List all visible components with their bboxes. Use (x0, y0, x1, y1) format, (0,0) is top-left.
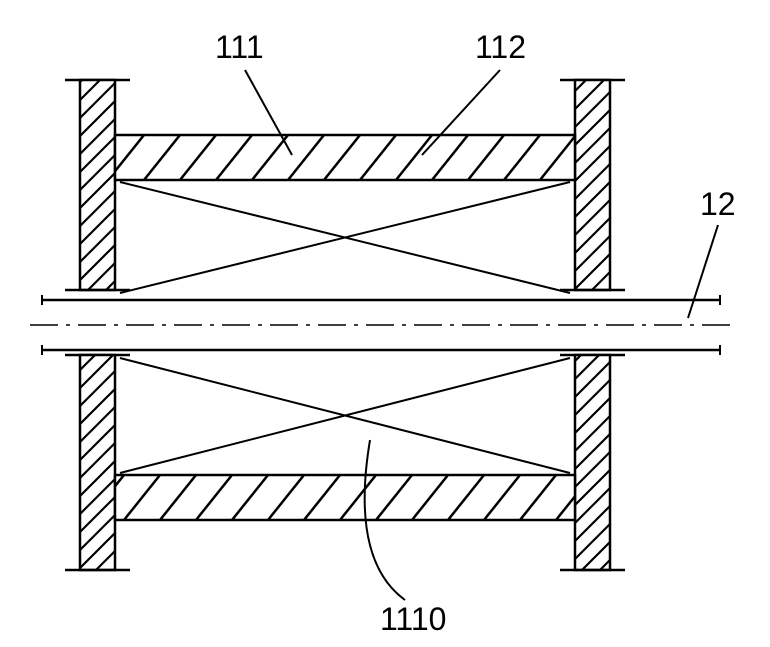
cross-brace-lower (120, 358, 570, 473)
label-1110: 1110 (380, 601, 446, 637)
labels: 111 112 12 1110 (215, 29, 736, 637)
engineering-diagram: 111 112 12 1110 (0, 0, 770, 647)
cross-brace-upper (120, 182, 570, 293)
top-plate (115, 135, 575, 180)
label-112: 112 (475, 29, 526, 65)
label-12: 12 (700, 186, 736, 222)
shaft (30, 295, 735, 355)
bottom-plate (115, 475, 575, 520)
label-111: 111 (215, 29, 264, 65)
